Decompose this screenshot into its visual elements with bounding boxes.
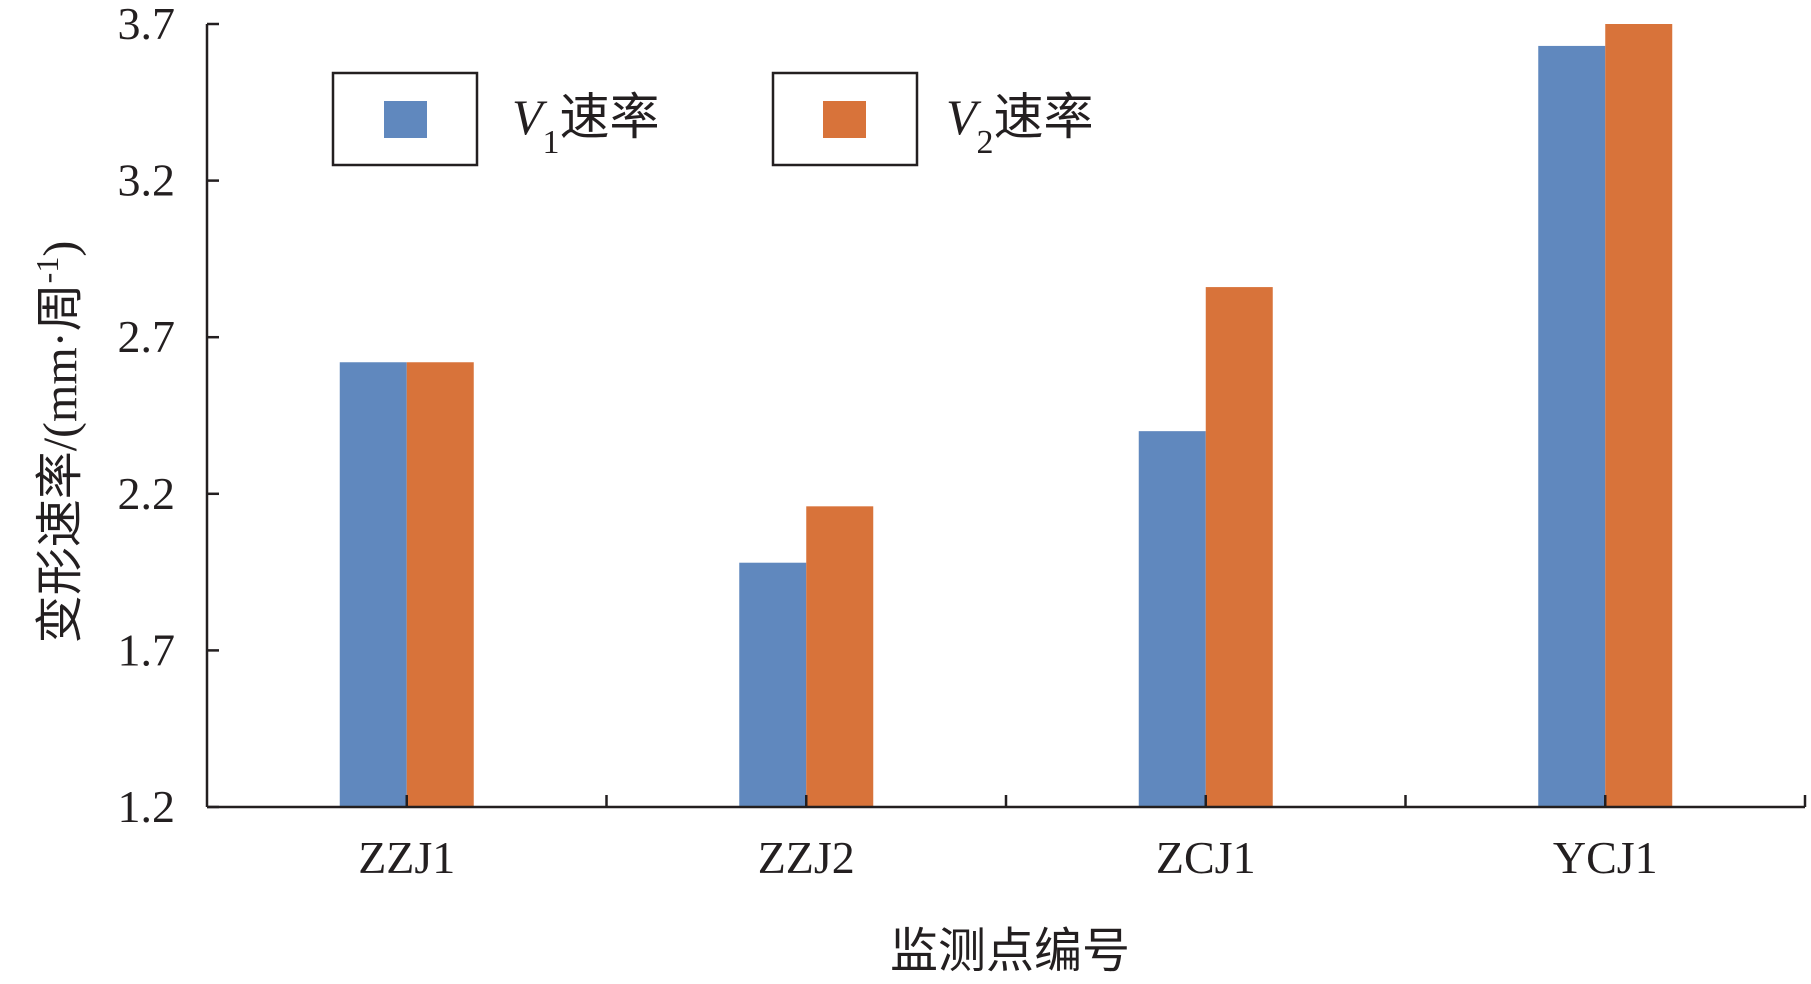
bar-series-2-zzj2 xyxy=(806,506,874,807)
legend-label: V2速率 xyxy=(946,89,1094,161)
y-axis-title: 变形速率/(mm·周-1) xyxy=(29,241,87,644)
y-axis-title-sup: -1 xyxy=(29,257,65,284)
x-category-label: ZZJ1 xyxy=(358,832,455,883)
y-axis-title-close: ) xyxy=(34,241,87,257)
x-category-label: YCJ1 xyxy=(1553,832,1658,883)
legend-label-main: V xyxy=(946,89,982,145)
legend-label-sub: 1 xyxy=(543,124,560,161)
y-tick-labels: 1.2 1.7 2.2 2.7 3.2 3.7 xyxy=(118,0,176,832)
bar-series-1-zcj1 xyxy=(1138,431,1206,807)
legend-box xyxy=(771,71,919,167)
x-category-label: ZCJ1 xyxy=(1156,832,1256,883)
legend-swatch xyxy=(384,101,427,138)
y-tick-label: 2.7 xyxy=(118,311,176,362)
bar-series-1-zzj2 xyxy=(739,562,807,807)
y-tick-label: 1.2 xyxy=(118,781,176,832)
x-axis-title: 监测点编号 xyxy=(890,925,1130,978)
legend-label-suffix: 速率 xyxy=(994,89,1094,145)
y-tick-label: 1.7 xyxy=(118,624,176,675)
bar-series-2-zcj1 xyxy=(1205,287,1273,807)
axes-layer xyxy=(205,22,1807,809)
legend: V1速率 V2速率 xyxy=(331,71,1094,167)
y-tick-label: 2.2 xyxy=(118,468,176,519)
bars-layer xyxy=(339,24,1673,807)
legend-label-main: V xyxy=(512,89,548,145)
legend-label: V1速率 xyxy=(512,89,660,161)
bar-series-2-zzj1 xyxy=(406,362,474,807)
legend-box xyxy=(331,71,479,167)
legend-label-sub: 2 xyxy=(977,124,994,161)
x-category-labels: ZZJ1 ZZJ2 ZCJ1 YCJ1 xyxy=(358,832,1657,883)
legend-item-series-1: V1速率 xyxy=(331,71,660,167)
bar-series-1-zzj1 xyxy=(339,362,407,807)
legend-label-suffix: 速率 xyxy=(560,89,660,145)
y-tick-label: 3.2 xyxy=(118,155,176,206)
legend-item-series-2: V2速率 xyxy=(771,71,1094,167)
bar-series-1-ycj1 xyxy=(1538,45,1606,807)
y-axis-title-main: 变形速率/(mm·周 xyxy=(34,283,87,643)
x-category-label: ZZJ2 xyxy=(758,832,855,883)
bar-series-2-ycj1 xyxy=(1605,24,1673,807)
y-tick-label: 3.7 xyxy=(118,0,176,49)
legend-swatch xyxy=(823,101,866,138)
